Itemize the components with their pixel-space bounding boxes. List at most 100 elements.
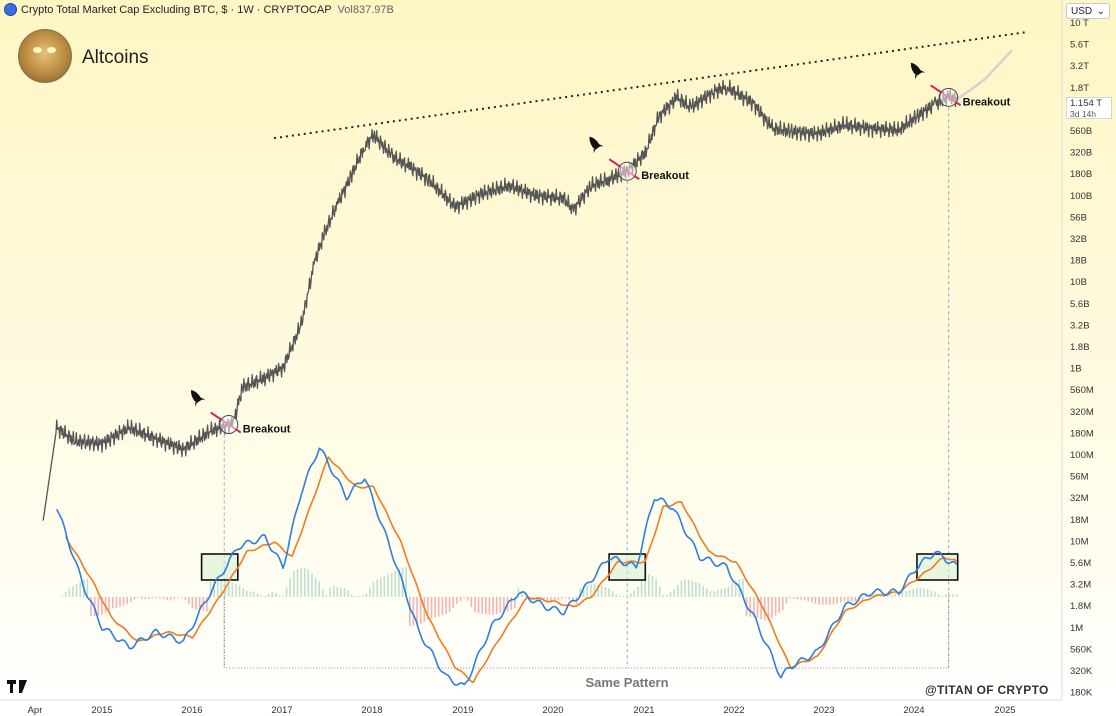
y-tick-label: 56B [1070, 212, 1087, 223]
histogram-bar [159, 597, 161, 598]
histogram-bar [72, 586, 74, 597]
histogram-bar [115, 597, 118, 609]
histogram-bar [372, 582, 375, 597]
histogram-bar [101, 597, 103, 615]
x-tick-label: 2021 [633, 705, 654, 716]
symbol-title[interactable]: Crypto Total Market Cap Excluding BTC, $… [21, 3, 332, 16]
histogram-bar [861, 597, 864, 601]
histogram-bar [300, 567, 302, 597]
histogram-bar [894, 593, 896, 597]
histogram-bar [463, 597, 465, 599]
histogram-bar [916, 588, 918, 597]
breakout-label: Breakout [963, 96, 1011, 108]
histogram-bar [419, 597, 422, 624]
histogram-bar [734, 580, 737, 597]
histogram-bar [887, 595, 889, 597]
avatar [18, 29, 72, 83]
histogram-bar [604, 587, 607, 597]
y-tick-label: 100M [1070, 450, 1094, 461]
histogram-bar [648, 574, 650, 597]
resistance-trendline [273, 31, 1026, 140]
histogram-bar [561, 597, 563, 599]
histogram-bar [383, 576, 386, 597]
histogram-bar [499, 597, 502, 614]
histogram-bar [655, 579, 657, 597]
histogram-bar [474, 597, 476, 613]
histogram-bar [811, 597, 813, 603]
histogram-bar [789, 597, 791, 598]
histogram-bar [322, 589, 324, 597]
histogram-bar [380, 577, 382, 597]
histogram-bar [760, 597, 762, 620]
histogram-bar [173, 597, 176, 600]
x-tick-label: 2019 [452, 705, 473, 716]
histogram-bar [945, 594, 947, 597]
y-tick-label: 320B [1070, 148, 1092, 159]
histogram-bar [782, 597, 784, 610]
histogram-bar [405, 567, 407, 597]
histogram-bar [695, 582, 697, 597]
histogram-bar [325, 595, 328, 597]
histogram-bar [285, 587, 288, 597]
histogram-bar [256, 593, 259, 597]
y-tick-label: 3.2M [1070, 580, 1091, 591]
y-tick-label: 560K [1070, 644, 1093, 655]
y-tick-label: 3.2B [1070, 320, 1090, 331]
histogram-bar [459, 597, 462, 602]
histogram-bar [452, 597, 454, 609]
histogram-bar [619, 596, 621, 597]
y-tick-label: 1.8T [1070, 83, 1089, 94]
breakout-label: Breakout [243, 424, 291, 436]
x-tick-label: 2015 [91, 705, 112, 716]
histogram-bar [144, 597, 147, 599]
histogram-bar [361, 595, 364, 597]
histogram-bar [441, 597, 444, 616]
y-tick-label: 560B [1070, 126, 1092, 137]
y-tick-label: 320K [1070, 666, 1093, 677]
histogram-bar [731, 583, 733, 597]
histogram-bar [470, 597, 473, 608]
histogram-bar [546, 597, 549, 602]
histogram-bar [767, 597, 770, 621]
histogram-bar [140, 597, 143, 599]
x-tick-label: 2017 [271, 705, 292, 716]
histogram-bar [814, 597, 817, 604]
histogram-bar [727, 586, 730, 597]
histogram-bar [753, 597, 755, 618]
histogram-bar [850, 597, 853, 602]
price-series [42, 79, 959, 521]
y-tick-label: 560M [1070, 385, 1094, 396]
histogram-bar [716, 590, 719, 597]
y-tick-label: 180K [1070, 688, 1093, 699]
histogram-bar [923, 588, 925, 597]
breakout-label: Breakout [641, 170, 689, 182]
histogram-bar [155, 597, 157, 598]
avatar-eye-icon [47, 47, 56, 53]
histogram-bar [151, 597, 154, 599]
histogram-bar [937, 594, 940, 597]
histogram-bar [829, 597, 831, 605]
histogram-bar [264, 596, 266, 597]
histogram-bar [568, 597, 570, 600]
tradingview-logo-icon[interactable] [6, 678, 28, 699]
histogram-bar [510, 597, 512, 610]
y-tick-label: 10B [1070, 277, 1087, 288]
chart-header: Crypto Total Market Cap Excluding BTC, $… [4, 3, 394, 16]
histogram-bar [133, 597, 136, 600]
histogram-bar [756, 597, 759, 619]
histogram-bar [307, 569, 310, 597]
histogram-bar [448, 597, 451, 612]
histogram-bar [640, 578, 643, 597]
histogram-bar [195, 597, 197, 610]
histogram-bar [412, 597, 415, 626]
histogram-bar [477, 597, 480, 614]
histogram-bar [572, 597, 574, 603]
histogram-bar [79, 581, 81, 597]
histogram-bar [774, 597, 777, 616]
histogram-bar [282, 595, 284, 597]
histogram-bar [253, 592, 255, 597]
histogram-bar [177, 597, 179, 598]
histogram-bar [293, 570, 295, 597]
currency-selector[interactable]: USD ⌄ [1066, 3, 1110, 19]
